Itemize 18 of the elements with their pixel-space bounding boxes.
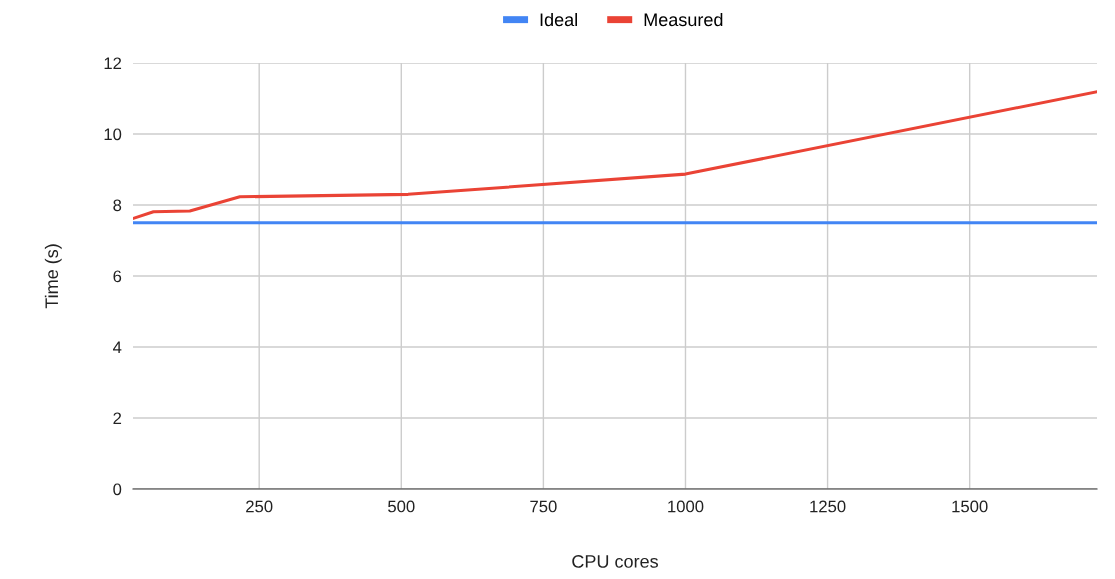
y-tick-label: 10 (104, 128, 122, 141)
y-tick-label: 0 (113, 483, 122, 496)
legend-label: Measured (644, 12, 723, 27)
y-tick-label: 2 (113, 412, 122, 425)
x-tick-label: 1500 (952, 500, 988, 513)
line-series (133, 90, 1097, 221)
x-tick-label: 1250 (810, 500, 846, 513)
x-tick-label: 250 (246, 500, 273, 513)
y-tick-label: 4 (113, 341, 122, 354)
y-axis-title: Time (s) (44, 244, 62, 309)
x-tick-label: 1000 (668, 500, 704, 513)
y-tick-label: 12 (104, 57, 122, 70)
y-tick-label: 8 (113, 199, 122, 212)
y-tick-label: 6 (113, 270, 122, 283)
x-axis-title: CPU cores (572, 555, 658, 568)
x-tick-label: 500 (388, 500, 415, 513)
legend-label: Ideal (540, 12, 577, 27)
x-tick-label: 750 (530, 500, 557, 513)
